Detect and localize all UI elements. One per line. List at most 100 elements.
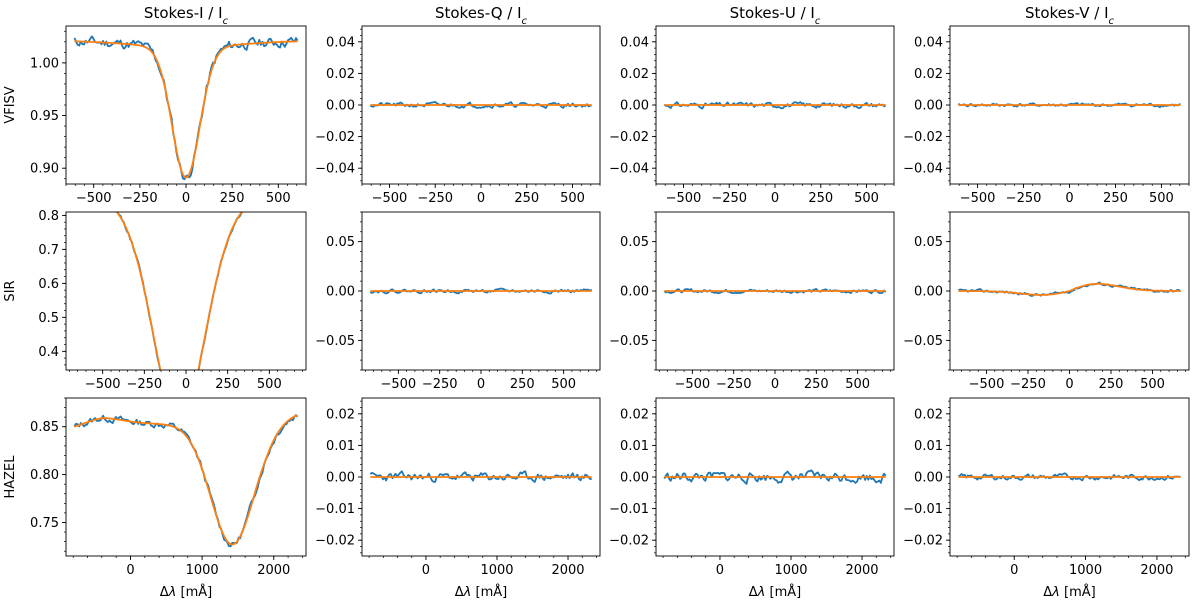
- panel-vfisv-q: −500 −250 0 250 500 −0.04 −0.02 0.00 0.02 0.04: [315, 25, 601, 206]
- panel-sir-u: −500 −250 0 250 500 −0.05 0.00 0.05: [609, 211, 895, 392]
- y-tick-label: 0.01: [914, 439, 943, 454]
- x-tick-label: 2000: [1140, 563, 1173, 578]
- x-tick-label: −250: [422, 377, 458, 392]
- series-fit-sir-v: [958, 282, 1181, 296]
- y-tick-label: −0.01: [903, 502, 943, 517]
- y-tick-label: −0.05: [903, 334, 943, 349]
- x-tick-label: 250: [220, 191, 245, 206]
- y-tick-label: 0.6: [38, 277, 59, 292]
- y-tick-label: −0.02: [903, 130, 943, 145]
- series-observed-vfisv-u: [663, 101, 887, 110]
- x-tick-label: 250: [510, 377, 535, 392]
- y-tick-label: 0.04: [326, 35, 355, 50]
- y-tick-label: 0.00: [914, 285, 943, 300]
- panel-vfisv-u: −500 −250 0 250 500 −0.04 −0.02 0.00 0.02 0.04: [609, 25, 895, 206]
- y-tick-label: −0.04: [315, 162, 355, 177]
- x-tick-label: −250: [126, 377, 162, 392]
- series-observed-hazel-u: [663, 469, 887, 485]
- column-title-0: Stokes-I / Ic: [144, 4, 229, 27]
- x-tick-label: −500: [76, 191, 112, 206]
- x-axis-label: Δλ [mÅ]: [749, 584, 801, 600]
- column-title-3: Stokes-V / Ic: [1025, 4, 1115, 27]
- x-tick-label: 500: [845, 377, 870, 392]
- x-tick-label: 1000: [774, 563, 807, 578]
- x-tick-label: 250: [514, 191, 539, 206]
- y-tick-label: 0.01: [620, 439, 649, 454]
- x-tick-label: −250: [1006, 191, 1042, 206]
- y-tick-label: 0.95: [30, 109, 59, 124]
- y-tick-label: 0.05: [914, 235, 943, 250]
- y-tick-label: 0.02: [620, 407, 649, 422]
- y-tick-label: 0.02: [914, 67, 943, 82]
- y-tick-label: 0.4: [38, 345, 59, 360]
- y-tick-label: −0.01: [609, 502, 649, 517]
- y-tick-label: 0.02: [620, 67, 649, 82]
- y-tick-label: 0.7: [38, 243, 59, 258]
- row-label-sir: SIR: [3, 280, 18, 301]
- panel-hazel-u: 0 1000 2000 −0.02 −0.01 0.00 0.01 0.02 Δλ [mÅ]: [609, 397, 895, 600]
- x-axis-label: Δλ [mÅ]: [455, 584, 507, 600]
- panel-sir-q: −500 −250 0 250 500 −0.05 0.00 0.05: [315, 211, 601, 392]
- y-tick-label: 0.85: [30, 420, 59, 435]
- axes-frame: [65, 397, 307, 557]
- x-tick-label: 250: [1099, 377, 1124, 392]
- x-tick-label: 500: [257, 377, 282, 392]
- x-axis-label: Δλ [mÅ]: [160, 584, 212, 600]
- panel-hazel-v: 0 1000 2000 −0.02 −0.01 0.00 0.01 0.02 Δλ [mÅ]: [903, 397, 1190, 600]
- x-tick-label: 250: [215, 377, 240, 392]
- x-tick-label: −500: [960, 191, 996, 206]
- x-tick-label: −500: [381, 377, 417, 392]
- x-tick-label: −250: [716, 377, 752, 392]
- series-fit-hazel-i: [74, 414, 298, 546]
- column-title-1: Stokes-Q / Ic: [435, 4, 528, 27]
- x-tick-label: −500: [666, 191, 702, 206]
- y-tick-label: −0.02: [903, 534, 943, 549]
- y-tick-label: 0.00: [326, 285, 355, 300]
- x-tick-label: −250: [122, 191, 158, 206]
- y-tick-label: −0.02: [609, 534, 649, 549]
- x-tick-label: −250: [417, 191, 453, 206]
- row-label-vfisv: VFISV: [3, 86, 18, 123]
- x-tick-label: 0: [716, 563, 724, 578]
- y-tick-label: 0.00: [326, 99, 355, 114]
- x-tick-label: −500: [372, 191, 408, 206]
- x-tick-label: −250: [1010, 377, 1046, 392]
- y-tick-label: 0.8: [38, 209, 59, 224]
- series-observed-vfisv-i: [73, 35, 299, 181]
- x-tick-label: 250: [1103, 191, 1128, 206]
- y-tick-label: 0.00: [914, 99, 943, 114]
- panel-hazel-q: 0 1000 2000 −0.02 −0.01 0.00 0.01 0.02 Δλ [mÅ]: [315, 397, 601, 600]
- x-tick-label: 0: [126, 563, 134, 578]
- y-tick-label: −0.02: [315, 534, 355, 549]
- y-tick-label: 0.05: [326, 235, 355, 250]
- y-tick-label: 0.90: [30, 162, 59, 177]
- y-tick-label: 0.04: [620, 35, 649, 50]
- x-tick-label: 500: [551, 377, 576, 392]
- y-tick-label: 0.00: [914, 471, 943, 486]
- panel-hazel-i: 0 1000 2000 0.75 0.80 0.85 Δλ [mÅ]: [30, 397, 307, 600]
- x-tick-label: 0: [1065, 377, 1073, 392]
- x-tick-label: 0: [477, 377, 485, 392]
- x-tick-label: 500: [1149, 191, 1174, 206]
- y-tick-label: 0.5: [38, 311, 59, 326]
- x-tick-label: 2000: [551, 563, 584, 578]
- panel-sir-v: −500 −250 0 250 500 −0.05 0.00 0.05: [903, 211, 1190, 392]
- y-tick-label: −0.02: [315, 130, 355, 145]
- x-tick-label: 0: [771, 191, 779, 206]
- y-tick-label: 0.02: [914, 407, 943, 422]
- x-tick-label: 500: [266, 191, 291, 206]
- x-tick-label: 500: [1140, 377, 1165, 392]
- x-tick-label: 500: [560, 191, 585, 206]
- x-tick-label: 0: [771, 377, 779, 392]
- y-tick-label: −0.01: [315, 502, 355, 517]
- x-tick-label: 0: [422, 563, 430, 578]
- y-tick-label: −0.05: [609, 334, 649, 349]
- y-tick-label: 0.00: [620, 471, 649, 486]
- x-tick-label: 500: [854, 191, 879, 206]
- x-tick-label: −500: [85, 377, 121, 392]
- x-tick-label: 250: [808, 191, 833, 206]
- x-tick-label: 1000: [480, 563, 513, 578]
- y-tick-label: 0.00: [326, 471, 355, 486]
- x-tick-label: −250: [711, 191, 747, 206]
